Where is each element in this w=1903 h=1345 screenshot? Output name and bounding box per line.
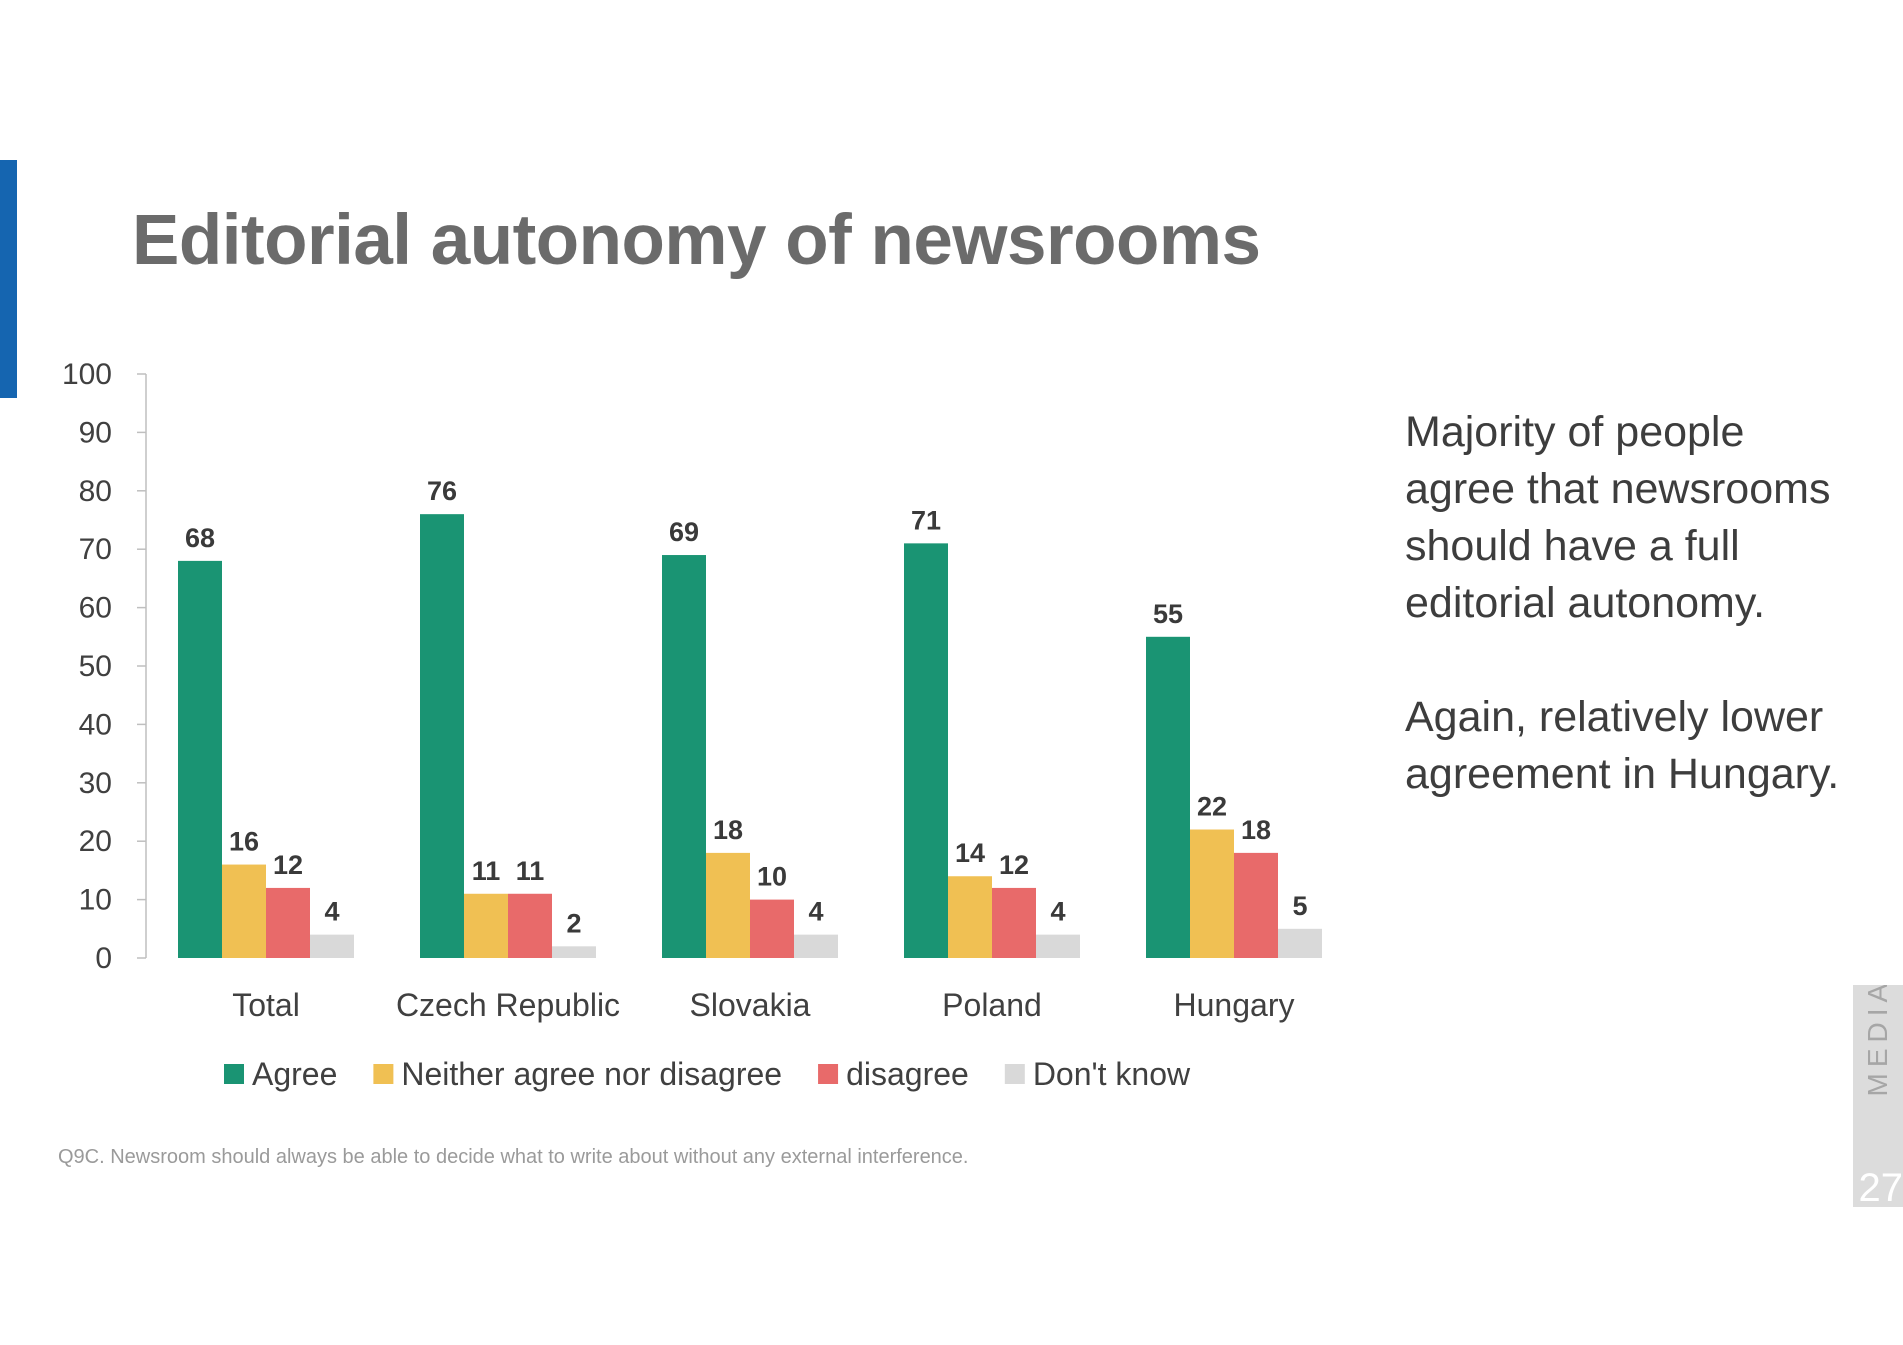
y-tick-label: 100: [62, 358, 112, 391]
bar-value-label: 12: [999, 850, 1029, 880]
legend-swatch: [224, 1064, 244, 1084]
y-tick-label: 10: [79, 884, 112, 917]
commentary-paragraph-2: Again, relatively lower agreement in Hun…: [1405, 693, 1840, 798]
bar: [1146, 636, 1190, 958]
bar-value-label: 5: [1292, 891, 1307, 921]
bar-value-label: 4: [324, 897, 339, 927]
legend-swatch: [373, 1064, 394, 1084]
x-category-label: Total: [232, 987, 300, 1023]
legend-entry: disagree: [846, 1056, 969, 1092]
bar: [508, 893, 552, 958]
bar: [1190, 829, 1234, 958]
bar: [904, 543, 948, 958]
page-number: 27: [1858, 1166, 1903, 1207]
bar: [310, 934, 354, 958]
bar: [750, 899, 794, 958]
bar-value-label: 22: [1197, 792, 1227, 822]
bar-value-label: 11: [472, 856, 501, 886]
brand-tab: MEDIAN 27: [1853, 985, 1903, 1207]
accent-bar: [0, 160, 17, 398]
bar-value-label: 4: [808, 897, 823, 927]
y-tick-label: 0: [95, 942, 112, 975]
slide-title: Editorial autonomy of newsrooms: [132, 201, 1261, 280]
brand-name: MEDIAN: [1862, 985, 1893, 1097]
x-category-label: Slovakia: [690, 987, 811, 1023]
bar-value-label: 69: [669, 517, 699, 547]
y-tick-label: 50: [79, 650, 112, 683]
y-tick-label: 30: [79, 767, 112, 800]
bar: [1278, 928, 1322, 958]
bar: [948, 876, 992, 958]
bar-value-label: 12: [273, 850, 303, 880]
bar-value-label: 76: [427, 476, 457, 506]
y-tick-label: 60: [79, 592, 112, 625]
bar-value-label: 4: [1050, 897, 1065, 927]
y-tick-label: 40: [79, 708, 112, 741]
bar-value-label: 18: [1241, 815, 1271, 845]
bar: [464, 893, 508, 958]
bar: [992, 887, 1036, 958]
legend-entry: Agree: [252, 1056, 337, 1092]
bar: [552, 946, 596, 958]
bar-value-label: 55: [1153, 599, 1183, 629]
y-tick-label: 20: [79, 825, 112, 858]
commentary: Majority of people agree that newsrooms …: [1405, 404, 1845, 803]
bar-value-label: 2: [566, 908, 581, 938]
x-category-label: Hungary: [1174, 987, 1295, 1023]
bar: [662, 555, 706, 958]
x-category-label: Czech Republic: [396, 987, 620, 1023]
bar: [794, 934, 838, 958]
bar: [1234, 852, 1278, 958]
bar-value-label: 14: [955, 838, 985, 868]
question-footnote: Q9C. Newsroom should always be able to d…: [58, 1146, 969, 1168]
bar-value-label: 10: [757, 862, 787, 892]
commentary-paragraph-1: Majority of people agree that newsrooms …: [1405, 408, 1831, 627]
legend-entry: Don't know: [1033, 1056, 1191, 1092]
legend-swatch: [1004, 1064, 1025, 1084]
bar-value-label: 16: [229, 827, 259, 857]
legend-swatch: [818, 1064, 839, 1084]
bar: [420, 514, 464, 958]
bar: [178, 560, 222, 958]
bar-value-label: 68: [185, 523, 215, 553]
x-category-label: Poland: [942, 987, 1042, 1023]
legend-entry: Neither agree nor disagree: [401, 1056, 782, 1092]
bar-value-label: 18: [713, 815, 743, 845]
y-tick-label: 80: [79, 475, 112, 508]
bar-value-label: 11: [516, 856, 545, 886]
y-tick-label: 90: [79, 416, 112, 449]
bar: [706, 852, 750, 958]
bar: [222, 864, 266, 958]
bar: [1036, 934, 1080, 958]
bar: [266, 887, 310, 958]
bar-value-label: 71: [911, 505, 941, 535]
y-tick-label: 70: [79, 533, 112, 566]
